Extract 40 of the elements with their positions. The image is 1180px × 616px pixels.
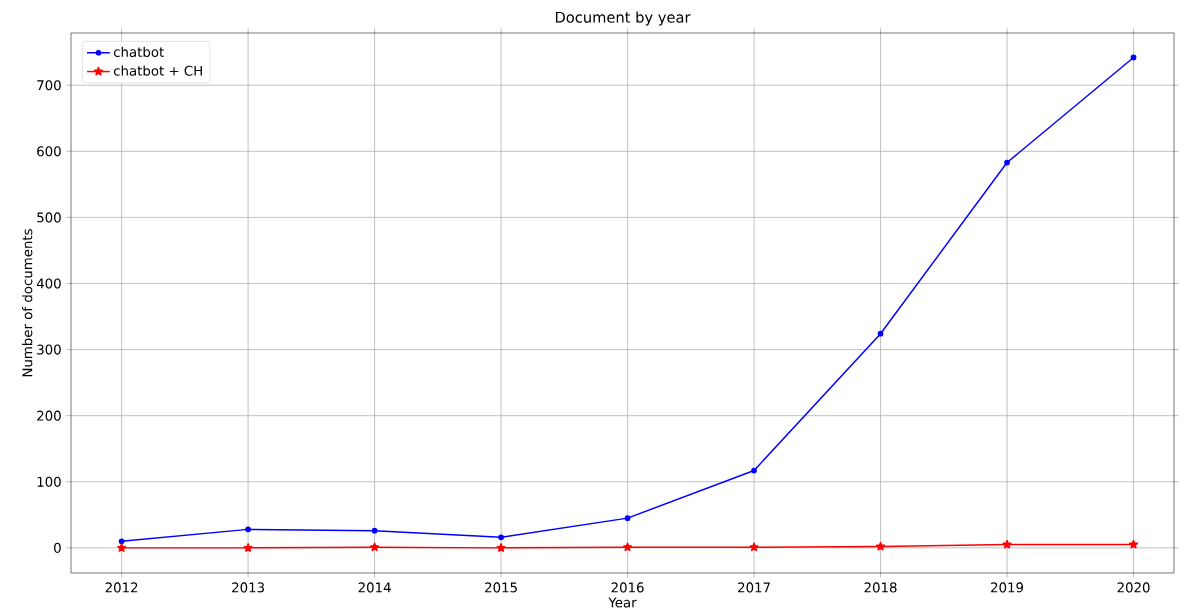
x-tick-label: 2015: [485, 582, 517, 593]
point: [876, 541, 886, 551]
x-tick-label: 2013: [232, 582, 264, 593]
point: [751, 467, 757, 474]
point: [498, 534, 504, 541]
legend-label: chatbot: [113, 46, 164, 58]
point: [496, 543, 506, 552]
x-tick-label: 2016: [611, 582, 644, 593]
x-axis-title: Year: [608, 597, 637, 608]
chart-title: Document by year: [555, 11, 691, 26]
x-tick-label: 2018: [864, 582, 897, 593]
point: [1130, 54, 1137, 61]
point: [1128, 539, 1139, 549]
point: [624, 515, 631, 521]
point: [370, 542, 380, 552]
y-tick-label: 700: [37, 80, 61, 91]
y-axis-title: Number of documents: [22, 229, 33, 377]
y-tick-label: 0: [54, 542, 61, 553]
x-tick-label: 2020: [1117, 582, 1150, 593]
point: [245, 526, 251, 533]
point: [117, 543, 127, 552]
y-tick-label: 600: [37, 146, 61, 157]
y-tick-label: 400: [36, 278, 61, 289]
x-tick-label: 2017: [738, 582, 770, 593]
point: [371, 527, 378, 534]
y-tick-label: 300: [37, 344, 61, 355]
point: [1004, 159, 1010, 166]
x-tick-label: 2014: [358, 582, 391, 593]
point: [243, 543, 253, 552]
legend-label: chatbot + CH: [113, 65, 202, 76]
point: [623, 542, 633, 552]
y-tick-label: 500: [37, 212, 61, 223]
point: [118, 538, 125, 545]
y-tick-label: 200: [37, 410, 61, 421]
x-tick-label: 2012: [105, 582, 138, 593]
point: [1002, 539, 1012, 549]
point: [749, 542, 759, 552]
y-tick-label: 100: [37, 476, 61, 487]
point: [877, 330, 884, 337]
x-tick-label: 2019: [991, 582, 1024, 593]
